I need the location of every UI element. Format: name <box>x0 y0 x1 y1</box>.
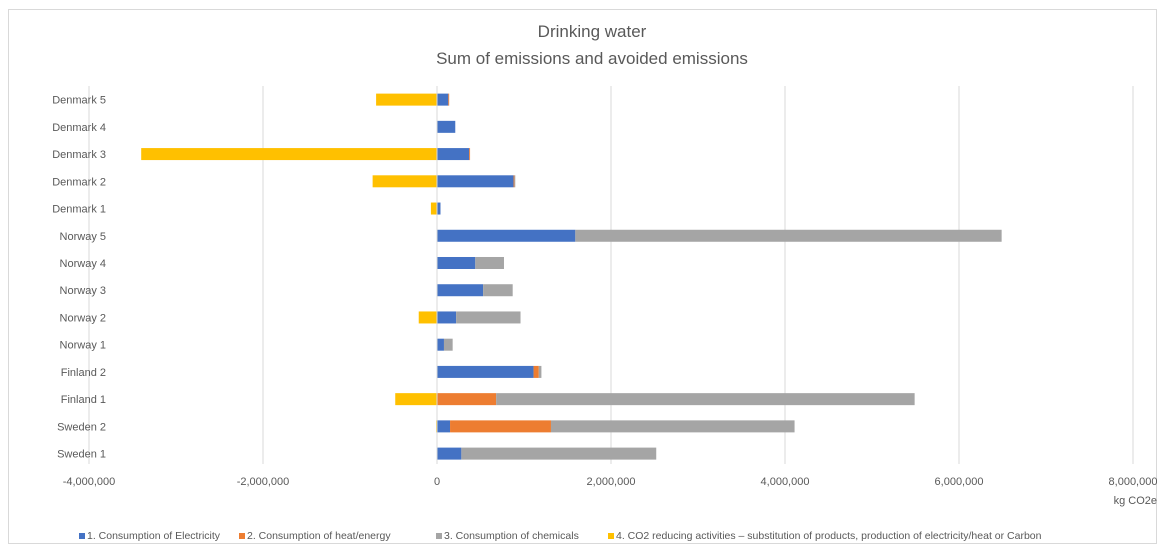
bar-series-4 <box>376 93 437 106</box>
x-tick-label: 4,000,000 <box>761 476 810 488</box>
bar-series-3 <box>496 393 915 406</box>
bars <box>141 86 1002 464</box>
category-label: Denmark 3 <box>52 149 106 161</box>
legend-label-3: 3. Consumption of chemicals <box>444 530 579 542</box>
category-label: Denmark 5 <box>52 95 106 107</box>
bar-series-3 <box>575 229 1002 242</box>
chart-subtitle: Sum of emissions and avoided emissions <box>436 49 748 68</box>
legend-swatch-2 <box>239 533 245 539</box>
chart-title: Drinking water <box>538 22 647 41</box>
bar-series-3 <box>550 420 795 433</box>
bar-series-4 <box>418 311 437 324</box>
x-tick-label: -4,000,000 <box>63 476 116 488</box>
bar-series-1 <box>437 365 534 378</box>
legend-label-1: 1. Consumption of Electricity <box>87 530 221 542</box>
legend-swatch-1 <box>79 533 85 539</box>
bar-series-1 <box>437 447 462 460</box>
bar-series-3 <box>443 338 453 351</box>
bar-series-2 <box>469 148 471 161</box>
x-tick-label: 0 <box>434 476 440 488</box>
category-label: Finland 1 <box>61 394 106 406</box>
legend-swatch-4 <box>608 533 614 539</box>
bar-series-1 <box>437 338 444 351</box>
category-label: Sweden 1 <box>57 449 106 461</box>
bar-series-1 <box>437 202 441 215</box>
category-label: Norway 1 <box>60 340 106 352</box>
legend: 1. Consumption of Electricity 2. Consumpt… <box>79 530 1042 542</box>
category-label: Denmark 4 <box>52 122 106 134</box>
x-tick-label: 6,000,000 <box>935 476 984 488</box>
category-label: Sweden 2 <box>57 421 106 433</box>
category-labels: Denmark 5 Denmark 4 Denmark 3 Denmark 2 Denm… <box>52 95 106 461</box>
bar-series-3 <box>456 311 521 324</box>
bar-series-1 <box>437 284 484 297</box>
bar-series-3 <box>538 365 542 378</box>
bar-series-2 <box>513 175 515 188</box>
bar-series-2 <box>437 393 497 406</box>
category-label: Finland 2 <box>61 367 106 379</box>
bar-series-3 <box>475 256 504 269</box>
x-tick-label: -2,000,000 <box>237 476 290 488</box>
bar-series-4 <box>395 393 437 406</box>
legend-label-2: 2. Consumption of heat/energy <box>247 530 391 542</box>
bar-series-1 <box>437 420 451 433</box>
bar-series-1 <box>437 175 514 188</box>
x-tick-label: 2,000,000 <box>587 476 636 488</box>
x-tick-labels: -4,000,000 -2,000,000 0 2,000,000 4,000,000 6… <box>63 476 1157 488</box>
bar-series-4 <box>141 148 437 161</box>
bar-series-4 <box>372 175 437 188</box>
bar-series-1 <box>437 148 470 161</box>
bar-series-3 <box>483 284 513 297</box>
category-label: Norway 2 <box>60 312 106 324</box>
bar-series-1 <box>437 256 476 269</box>
category-label: Denmark 2 <box>52 176 106 188</box>
bar-series-4 <box>430 202 437 215</box>
bar-series-1 <box>437 311 457 324</box>
bar-series-1 <box>437 120 456 133</box>
bar-series-2 <box>450 420 551 433</box>
bar-series-2 <box>448 93 450 106</box>
x-tick-label: 8,000,000 <box>1109 476 1157 488</box>
category-label: Norway 3 <box>60 285 106 297</box>
category-label: Norway 4 <box>60 258 106 270</box>
legend-swatch-3 <box>436 533 442 539</box>
bar-series-1 <box>437 93 449 106</box>
bar-series-3 <box>514 175 516 188</box>
legend-label-4: 4. CO2 reducing activities – substitutio… <box>616 530 1042 542</box>
bar-series-1 <box>437 229 576 242</box>
bar-series-3 <box>461 447 657 460</box>
x-axis-unit-label: kg CO2e <box>1114 495 1157 507</box>
gridlines <box>88 86 1134 464</box>
category-label: Norway 5 <box>60 231 106 243</box>
bar-series-2 <box>533 365 539 378</box>
category-label: Denmark 1 <box>52 204 106 216</box>
